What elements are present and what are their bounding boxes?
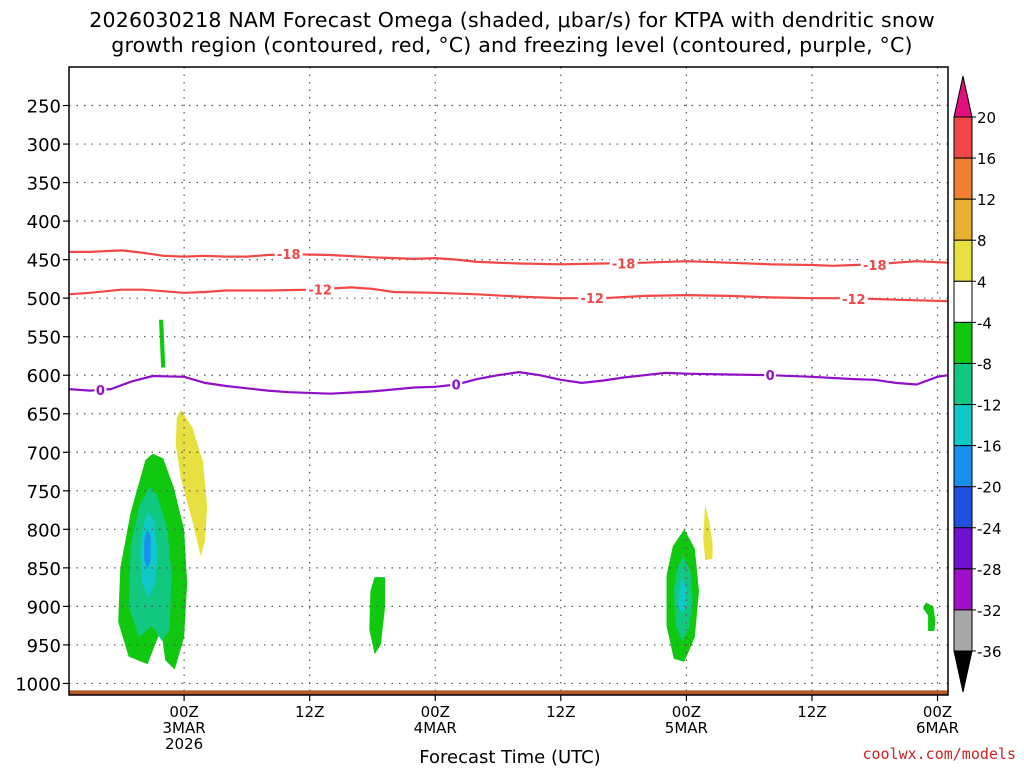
title-line-2: growth region (contoured, red, °C) and f… [111,33,913,57]
omega-region-0 [159,319,166,368]
colorbar-label: 16 [977,150,996,168]
x-tick-label: 00Z [169,703,198,721]
y-tick-label: 600 [27,366,61,387]
colorbar-band [953,486,973,529]
contour-label-bg [860,258,889,273]
y-tick-label: 650 [27,405,61,426]
contour-label-bg [609,256,638,271]
colorbar-band [953,527,973,570]
x-tick-label: 2026 [165,735,203,753]
x-tick-label: 6MAR [916,719,959,737]
contour-label: -18 [277,248,301,263]
plot-frame [68,66,949,696]
colorbar-band [953,157,973,200]
contour-label-bg [274,247,303,262]
contour-line-0 [69,249,949,267]
contour-label-bg [839,291,868,306]
contour-label: -12 [842,293,866,308]
contour-label: -18 [612,257,636,272]
colorbar-label: 4 [977,273,987,291]
colorbar-band [953,568,973,611]
y-tick-label: 250 [27,97,61,118]
plot-area [69,67,948,695]
colorbar-top-arrow [953,75,973,118]
x-tick-label: 12Z [797,703,826,721]
contour-label-bg [306,282,335,297]
y-tick-label: 700 [27,443,61,464]
colorbar-label: -20 [977,479,1002,497]
colorbar-band [953,198,973,241]
colorbar-label: -12 [977,397,1002,415]
x-tick-label: 12Z [295,703,324,721]
y-tick-label: 1000 [15,674,61,695]
contour-label: -12 [580,292,604,307]
omega-region-5 [175,409,208,557]
contour-label-bg [764,368,777,383]
colorbar-label: 8 [977,232,987,250]
x-tick-label: 00Z [923,703,952,721]
x-tick-label: 5MAR [665,719,708,737]
chart-title: 2026030218 NAM Forecast Omega (shaded, μ… [0,8,1024,58]
contour-label: -12 [308,284,332,299]
x-tick-label: 4MAR [414,719,457,737]
y-tick-label: 450 [27,251,61,272]
y-tick-label: 400 [27,212,61,233]
contour-label: 0 [96,384,105,399]
y-tick-label: 900 [27,597,61,618]
contour-label: 0 [452,378,461,393]
title-line-1: 2026030218 NAM Forecast Omega (shaded, μ… [89,8,935,32]
colorbar-bottom-arrow [953,650,973,693]
contour-label-bg [94,382,107,397]
y-tick-label: 500 [27,289,61,310]
colorbar-band [953,609,973,652]
source-credit: coolwx.com/models [862,745,1016,763]
colorbar-band [953,404,973,447]
colorbar-label: -36 [977,643,1002,661]
colorbar-band [953,116,973,159]
contour-label: -18 [863,259,887,274]
contour-label: 0 [766,369,775,384]
omega-region-6 [369,577,385,655]
colorbar-band [953,239,973,282]
y-tick-label: 300 [27,135,61,156]
omega-region-10 [703,504,713,561]
x-tick-label: 00Z [421,703,450,721]
y-tick-label: 800 [27,520,61,541]
x-axis-label: Forecast Time (UTC) [419,747,601,768]
x-tick-label: 12Z [546,703,575,721]
colorbar-band [953,445,973,488]
y-tick-label: 550 [27,328,61,349]
contour-label-bg [578,291,607,306]
colorbar-band [953,280,973,323]
y-tick-label: 950 [27,636,61,657]
omega-region-9 [678,577,687,613]
y-tick-label: 350 [27,174,61,195]
contour-label-bg [450,377,463,392]
colorbar-band [953,321,973,364]
contour-line-1 [68,286,949,303]
colorbar-label: -4 [977,314,992,332]
colorbar-label: -8 [977,355,992,373]
omega-region-11 [922,602,936,631]
x-tick-label: 3MAR [163,719,206,737]
ground-terrain [69,690,948,695]
y-tick-label: 850 [27,559,61,580]
colorbar-label: 12 [977,191,996,209]
omega-region-4 [144,529,151,570]
colorbar-band [953,362,973,406]
colorbar-label: 20 [977,109,996,127]
colorbar-label: -32 [977,602,1002,620]
colorbar-label: -24 [977,520,1002,538]
colorbar-label: -16 [977,438,1002,456]
contour-line-2 [68,371,949,395]
colorbar-label: -28 [977,561,1002,579]
x-tick-label: 00Z [672,703,701,721]
y-tick-label: 750 [27,482,61,503]
